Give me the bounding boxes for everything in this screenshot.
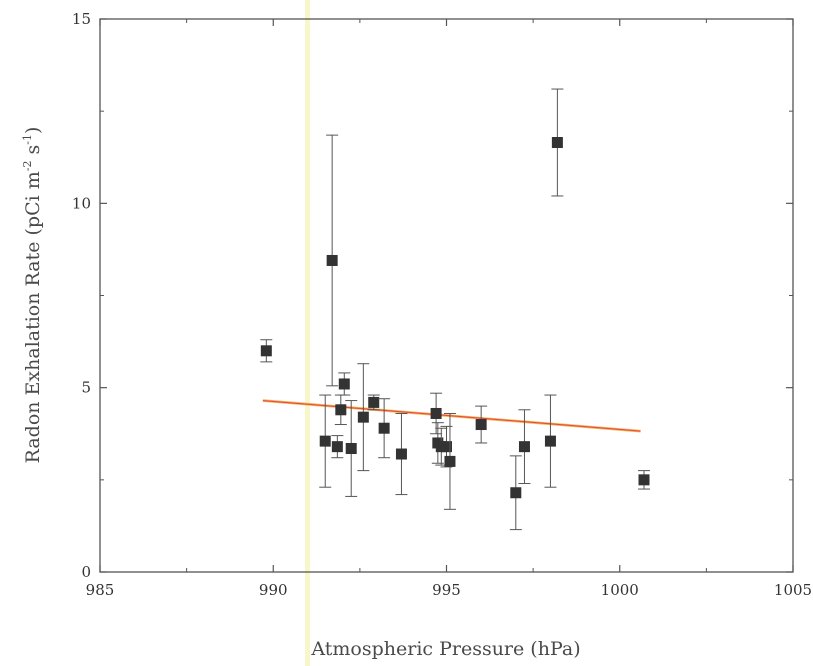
point-marker [378,422,390,434]
data-point [319,394,332,488]
point-marker [319,435,331,447]
y-tick-label: 15 [72,10,91,28]
point-marker [335,404,347,416]
x-tick-label: 1005 [774,581,812,599]
data-point [638,470,651,490]
point-marker [441,441,452,453]
scan-artifact-stripe [305,0,310,666]
x-axis-title: Atmospheric Pressure (hPa) [310,638,580,660]
y-axis-title-exp1: -2 [21,161,34,172]
x-tick-label: 995 [432,581,461,599]
y-axis-title-end: ) [22,127,44,134]
point-marker [331,441,343,453]
point-marker [638,474,650,486]
y-axis-title-exp2: -1 [21,134,34,145]
data-point [378,398,391,459]
point-marker [510,487,522,499]
data-point [260,339,273,363]
y-tick-label: 0 [81,563,91,581]
data-point [475,405,488,444]
point-marker [357,411,369,423]
data-point [544,394,557,488]
data-point [338,372,351,396]
point-marker [260,345,272,357]
point-marker [368,396,380,408]
point-marker [544,435,556,447]
data-point [367,394,380,411]
data-point [345,400,358,497]
data-point [518,409,531,485]
point-marker [444,455,456,467]
data-points [260,88,651,531]
y-axis-ticks: 0 5 10 15 [72,10,793,581]
regression-line [262,399,641,433]
data-point [326,134,339,387]
x-tick-label: 985 [86,581,115,599]
data-point [357,363,370,472]
y-tick-label: 10 [72,194,91,212]
data-point [430,392,443,435]
x-axis-ticks: 985 990 995 1000 1005 [86,19,812,599]
point-marker [326,254,338,266]
point-marker [518,441,530,453]
y-axis-title: Radon Exhalation Rate (pCi m-2 s-1) [21,127,44,464]
y-axis-title-main: Radon Exhalation Rate (pCi m [22,171,44,463]
data-point [395,412,408,496]
point-marker [345,442,357,454]
point-marker [395,448,407,460]
data-point [331,435,344,459]
point-marker [551,137,563,149]
y-axis-title-mid: s [22,145,44,161]
fit-line-inner [262,400,641,432]
point-marker [338,378,350,390]
data-point [509,455,522,531]
point-marker [475,419,487,431]
point-marker [430,407,442,419]
x-tick-label: 990 [259,581,288,599]
x-tick-label: 1000 [601,581,639,599]
y-tick-label: 5 [81,379,91,397]
data-point [551,88,564,197]
data-point [443,412,456,510]
